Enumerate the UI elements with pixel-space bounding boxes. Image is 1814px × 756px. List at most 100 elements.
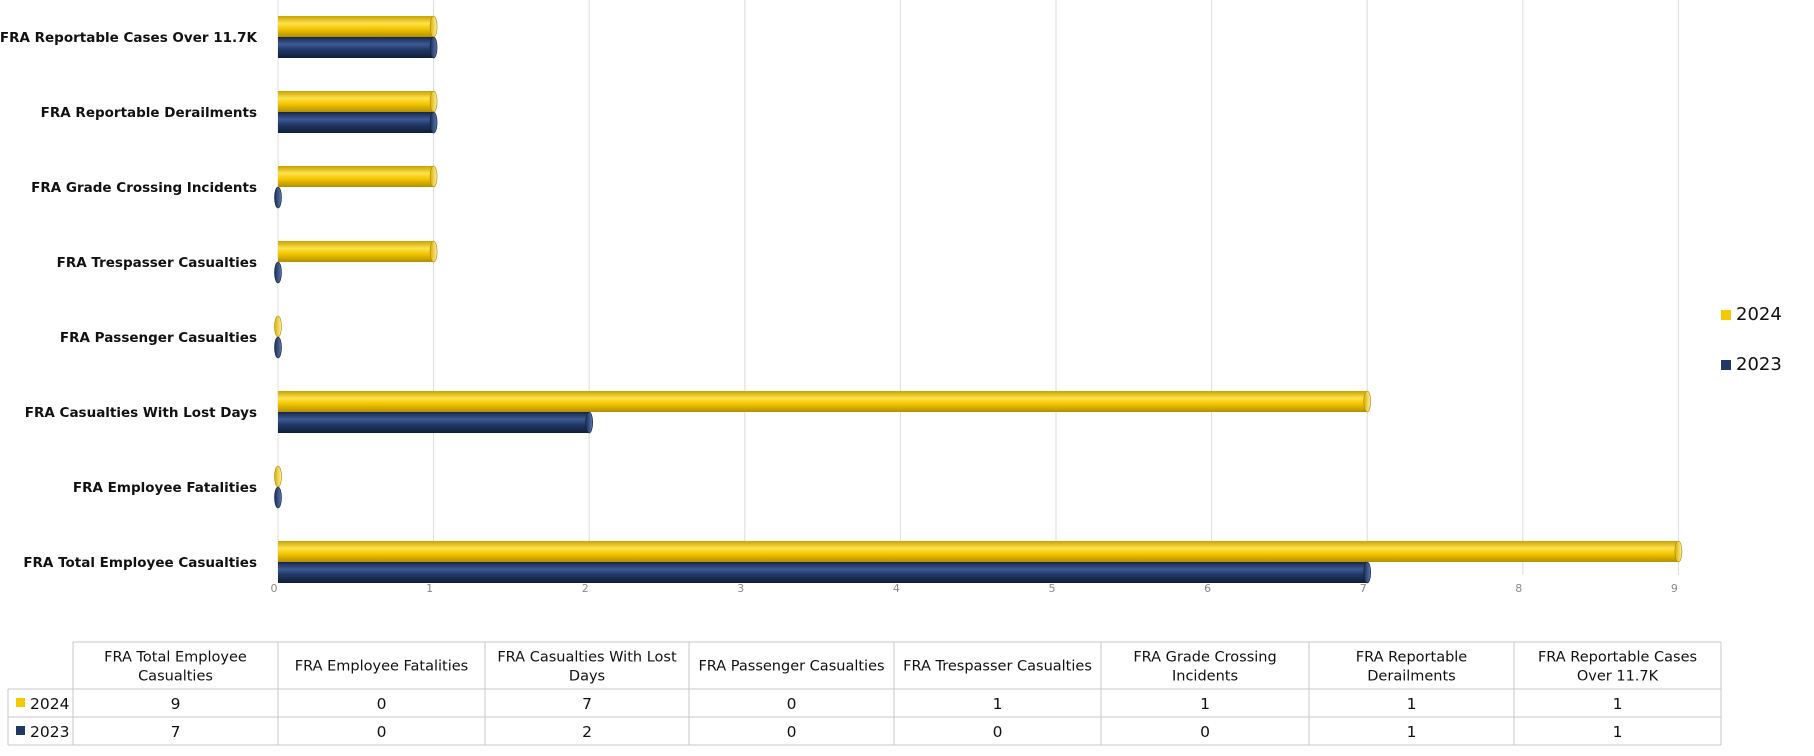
legend-swatch (1721, 360, 1731, 370)
data-table: FRA Total Employee Casualties FRA Employee… (7, 641, 1722, 746)
table-cell: 1 (1200, 695, 1210, 713)
bar-cap (585, 411, 594, 434)
table-row-series: 2024 (30, 695, 69, 713)
category-label: FRA Passenger Casualties (60, 330, 257, 346)
bar-cap (274, 336, 282, 359)
table-header: FRA Reportable Cases Over 11.7K (1538, 650, 1697, 685)
gridlines (277, 0, 1679, 575)
bar-cap (1363, 390, 1371, 413)
category-label: FRA Trespasser Casualties (57, 255, 257, 271)
bar-cap (429, 111, 438, 134)
table-header-line: FRA Grade Crossing (1133, 650, 1276, 666)
table-cell: 0 (787, 723, 797, 741)
bar-2024-0 (278, 540, 1683, 563)
legend: 2024 2023 (1721, 304, 1782, 375)
bar-cap (274, 186, 282, 209)
x-tick-label: 6 (1204, 582, 1211, 595)
x-tick-label: 2 (582, 582, 589, 595)
bar-cap (1363, 561, 1371, 584)
x-tick-label: 8 (1515, 582, 1522, 595)
category-label: FRA Employee Fatalities (73, 480, 257, 496)
bar-2023-5 (274, 186, 282, 209)
bar-2024-7 (278, 15, 438, 38)
table-header-line: FRA Casualties With Lost (497, 650, 677, 666)
table-header: FRA Total Employee Casualties (104, 650, 247, 685)
table-header-line: Casualties (138, 669, 213, 685)
table-cell: 1 (993, 695, 1003, 713)
bar-2024-6 (278, 90, 438, 113)
x-tick-label: 5 (1049, 582, 1056, 595)
bar-cap (429, 90, 438, 113)
category-labels: FRA Total Employee Casualties FRA Employe… (0, 30, 258, 571)
legend-item-2023: 2023 (1721, 354, 1782, 375)
bar-body (278, 16, 434, 37)
table-header-line: FRA Total Employee (104, 650, 247, 666)
table-cell: 0 (377, 695, 387, 713)
table-header: FRA Employee Fatalities (295, 659, 469, 675)
table-header-line: FRA Trespasser Casualties (903, 659, 1092, 675)
bars (274, 15, 1683, 584)
x-tick-label: 9 (1671, 582, 1678, 595)
bar-body (278, 166, 434, 187)
bar-body (278, 412, 590, 433)
bar-cap (429, 36, 438, 59)
legend-label: 2023 (1736, 354, 1782, 375)
table-cell: 0 (1200, 723, 1210, 741)
table-cell: 0 (377, 723, 387, 741)
bar-2024-3 (274, 315, 282, 338)
table-header-line: Incidents (1172, 669, 1238, 685)
table-row-swatch (16, 698, 25, 707)
bar-2023-4 (274, 261, 282, 284)
table-row: 2023 7 0 2 0 0 0 1 1 (16, 723, 1622, 741)
table-header-line: FRA Reportable Cases (1538, 650, 1697, 666)
table-header-line: Days (569, 669, 605, 685)
table-row: 2024 9 0 7 0 1 1 1 1 (16, 695, 1622, 713)
table-header-line: FRA Passenger Casualties (698, 659, 884, 675)
bar-2024-2 (278, 390, 1371, 413)
table-cell: 7 (171, 723, 181, 741)
x-tick-label: 7 (1360, 582, 1367, 595)
legend-item-2024: 2024 (1721, 304, 1782, 325)
bar-cap (429, 15, 438, 38)
bar-body (278, 91, 434, 112)
table-cell: 0 (993, 723, 1003, 741)
bar-cap (274, 315, 282, 338)
bar-2024-5 (278, 165, 438, 188)
x-tick-label: 3 (737, 582, 744, 595)
bar-body (278, 37, 434, 58)
table-header-line: Over 11.7K (1577, 669, 1659, 685)
table-row-swatch (16, 726, 25, 735)
x-tick-label: 1 (426, 582, 433, 595)
table-cell: 9 (171, 695, 181, 713)
table-cell: 1 (1407, 723, 1417, 741)
legend-label: 2024 (1736, 304, 1782, 325)
bar-2024-1 (274, 465, 282, 488)
category-label: FRA Grade Crossing Incidents (31, 180, 257, 196)
bar-cap (429, 165, 438, 188)
bar-body (278, 391, 1368, 412)
legend-swatch (1721, 310, 1731, 320)
table-header: FRA Trespasser Casualties (903, 659, 1092, 675)
table-header: FRA Grade Crossing Incidents (1133, 650, 1276, 685)
bar-2023-6 (278, 111, 438, 134)
category-label: FRA Casualties With Lost Days (25, 405, 257, 421)
category-label: FRA Total Employee Casualties (23, 555, 257, 571)
bar-body (278, 541, 1679, 562)
table-cell: 1 (1407, 695, 1417, 713)
table-header-line: FRA Reportable (1356, 650, 1468, 666)
bar-2023-1 (274, 486, 282, 509)
bar-cap (1674, 540, 1683, 563)
bar-cap (274, 486, 282, 509)
table-header: FRA Reportable Derailments (1356, 650, 1468, 685)
table-header-line: Derailments (1367, 669, 1455, 685)
bar-2023-3 (274, 336, 282, 359)
table-header: FRA Passenger Casualties (698, 659, 884, 675)
bar-2023-7 (278, 36, 438, 59)
bar-2023-2 (278, 411, 594, 434)
category-label: FRA Reportable Cases Over 11.7K (0, 30, 258, 46)
table-cell: 2 (582, 723, 592, 741)
bar-2024-4 (278, 240, 438, 263)
table-row-series: 2023 (30, 723, 69, 741)
table-cell: 7 (582, 695, 592, 713)
